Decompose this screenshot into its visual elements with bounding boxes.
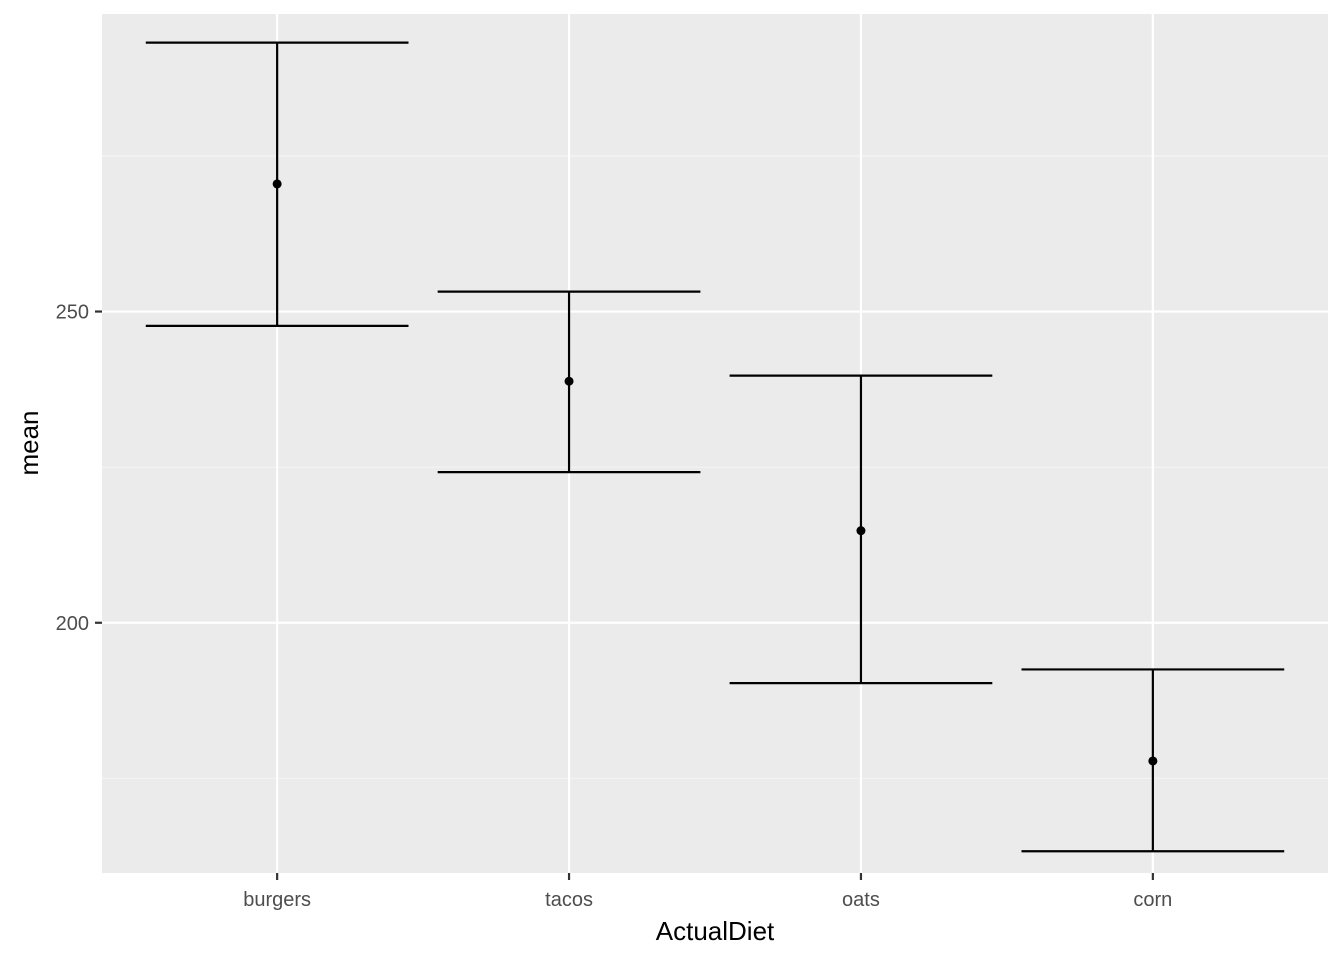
mean-point [564,376,574,386]
x-tick-label: corn [1133,889,1172,911]
tick-labels: 200 250 burgers tacos oats corn [56,302,1173,911]
y-axis-title: mean [14,410,44,475]
x-tick-label: oats [842,889,880,911]
mean-point [272,179,282,189]
x-tick-label: tacos [545,889,593,911]
y-tick-label: 250 [56,302,89,324]
error-bars [145,41,1285,853]
x-tick-label: burgers [243,889,311,911]
x-axis-title: ActualDiet [656,916,775,946]
minor-gridlines [102,155,1328,779]
mean-point [856,526,866,536]
y-tick-label: 200 [56,613,89,635]
mean-point [1148,756,1158,766]
plot-panel [102,14,1328,873]
axis-ticks [95,310,1154,880]
